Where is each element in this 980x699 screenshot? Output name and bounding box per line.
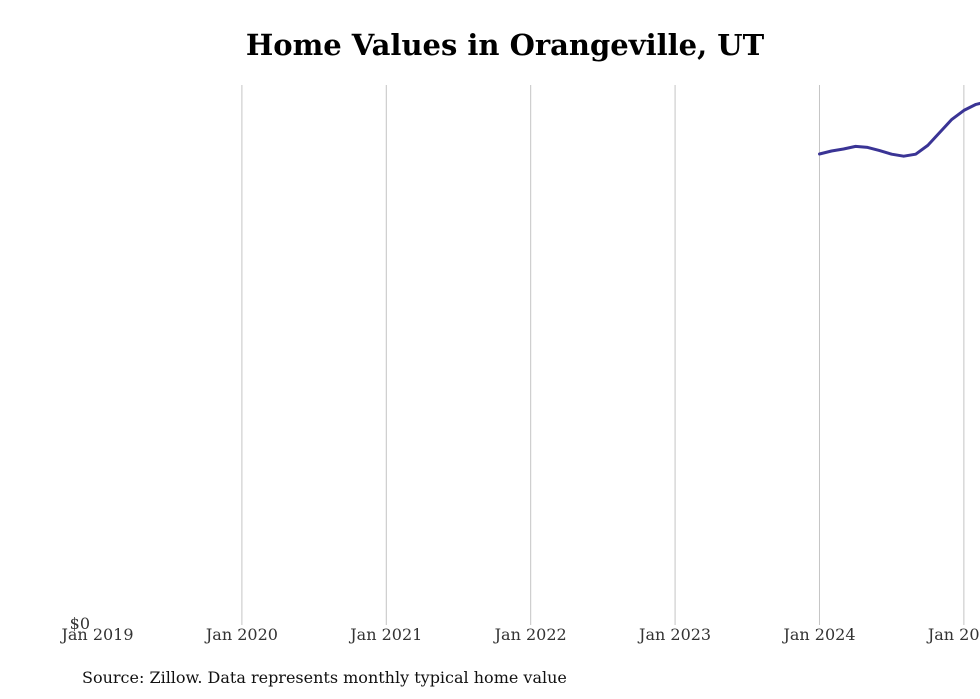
- y-tick-label: $0: [70, 614, 90, 633]
- series-line-1: [818, 101, 980, 158]
- x-tick-label: Jan 2019: [59, 625, 133, 644]
- series-layer: $261,766: [818, 101, 980, 158]
- x-tick-label: Jan 2023: [637, 625, 711, 644]
- chart-title: Home Values in Orangeville, UT: [245, 28, 765, 62]
- source-note: Source: Zillow. Data represents monthly …: [82, 668, 567, 687]
- x-tick-label: Jan 2022: [493, 625, 567, 644]
- gridlines: [241, 85, 965, 625]
- x-tick-label: Jan 2020: [204, 625, 278, 644]
- y-axis-tick-labels: $0: [70, 614, 90, 633]
- x-tick-label: Jan 2025: [926, 625, 980, 644]
- x-tick-label: Jan 2024: [781, 625, 855, 644]
- x-tick-label: Jan 2021: [348, 625, 422, 644]
- x-axis-tick-labels: Jan 2019 Jan 2020 Jan 2021 Jan 2022 Jan 2023…: [59, 625, 980, 644]
